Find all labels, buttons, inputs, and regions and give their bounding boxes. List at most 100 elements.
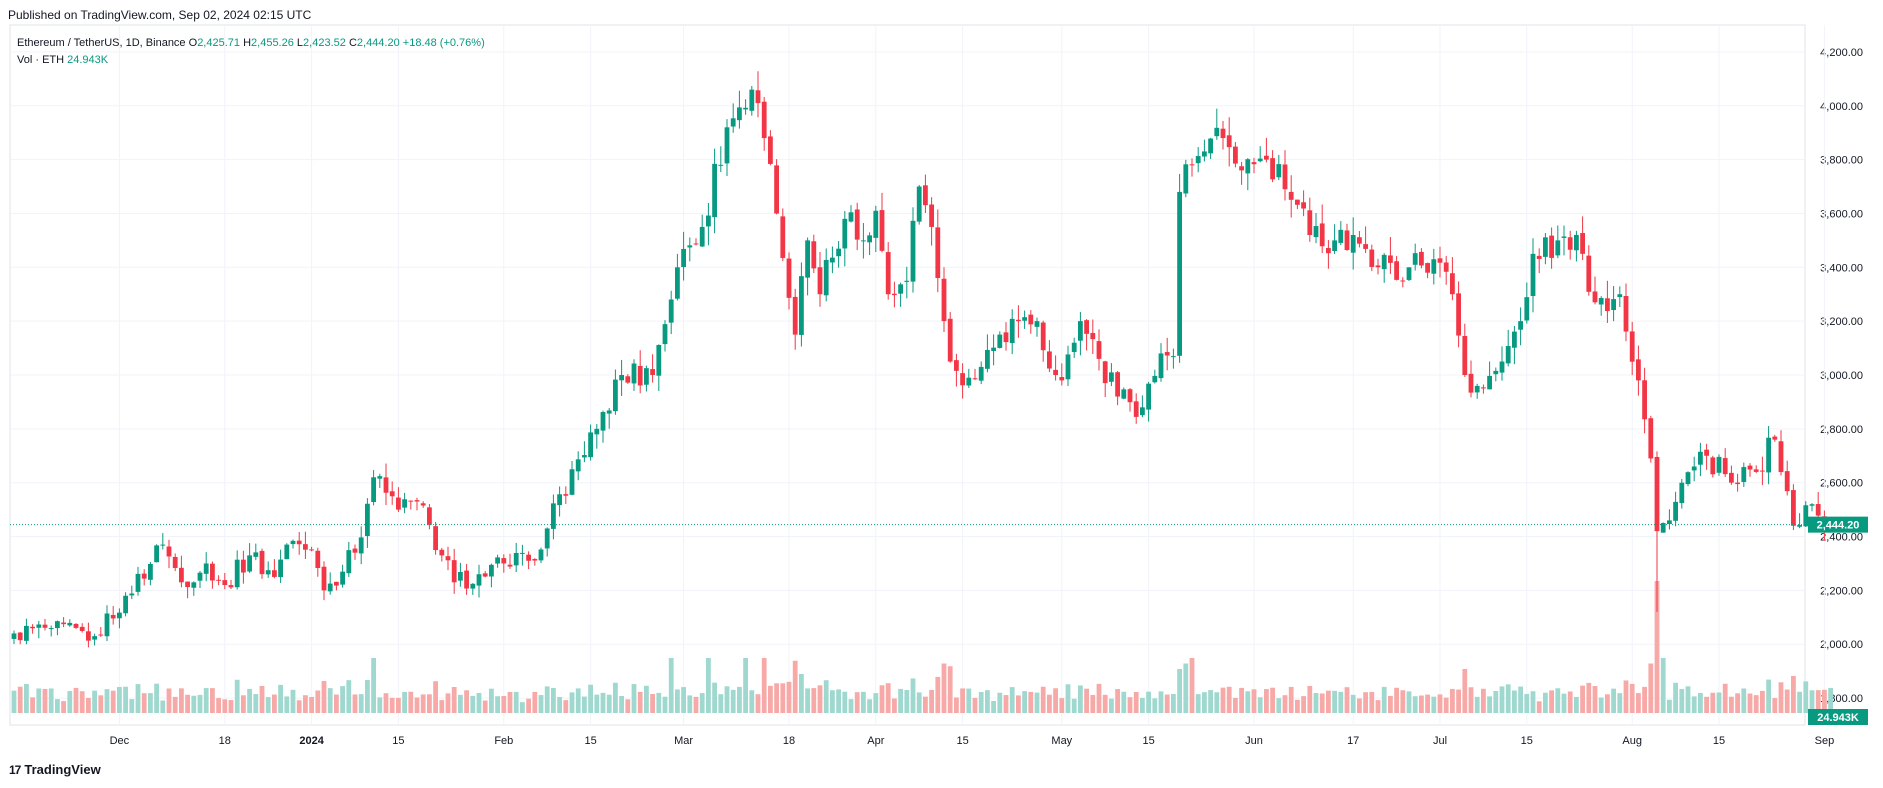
volume-bar <box>532 691 538 713</box>
candle-body <box>1629 331 1635 362</box>
y-tick-label: 2,600.00 <box>1820 478 1863 490</box>
candle-body <box>997 334 1003 348</box>
volume-bar <box>619 695 624 713</box>
volume-bar <box>259 685 265 713</box>
candle-body <box>1251 162 1257 165</box>
candle-body <box>1735 482 1740 485</box>
candle-body <box>910 220 916 282</box>
candle-body <box>569 469 575 495</box>
candle-body <box>1146 383 1151 410</box>
candle-body <box>811 241 817 269</box>
candle-body <box>904 280 910 282</box>
candle-body <box>966 377 972 386</box>
volume-bar <box>1357 698 1362 713</box>
volume-bar <box>1642 686 1647 713</box>
candle-body <box>389 491 395 497</box>
volume-bar <box>1450 688 1455 713</box>
volume-bar <box>1102 694 1108 713</box>
last-price-label: 2,444.20 <box>1817 520 1860 532</box>
candle-body <box>551 503 556 529</box>
candle-body <box>1784 471 1790 492</box>
volume-bar <box>1574 696 1579 713</box>
candle-body <box>1016 319 1021 322</box>
volume-bar <box>1220 687 1226 713</box>
volume-bar <box>712 682 717 713</box>
candle-body <box>631 363 637 384</box>
candle-body <box>730 118 736 127</box>
candle-body <box>1474 385 1480 393</box>
volume-bar <box>538 695 544 713</box>
volume-bar <box>55 699 60 713</box>
volume-bar <box>1499 686 1505 713</box>
volume-bar <box>873 693 879 713</box>
candle-body <box>1121 389 1127 399</box>
volume-bar <box>321 681 327 713</box>
volume-bar <box>272 694 277 713</box>
candle-body <box>1685 472 1691 485</box>
candle-body <box>346 550 352 574</box>
candle-body <box>1760 470 1765 472</box>
volume-bar <box>650 693 655 713</box>
volume-bar <box>1691 696 1697 713</box>
candle-body <box>42 624 48 628</box>
candle-body <box>1059 377 1065 381</box>
volume-bar <box>861 691 866 713</box>
volume-bar <box>811 688 817 713</box>
volume-bar <box>1673 682 1678 713</box>
candle-body <box>594 428 600 435</box>
volume-bar <box>637 691 643 713</box>
volume-bar <box>1555 688 1561 713</box>
volume-bar <box>743 658 748 713</box>
volume-bar <box>761 658 767 713</box>
candle-body <box>334 581 339 586</box>
candle-body <box>135 573 141 592</box>
candle-body <box>1189 164 1195 166</box>
legend-high-value: 2,455.26 <box>251 37 294 49</box>
candle-body <box>1512 331 1517 348</box>
volume-bar <box>1530 691 1536 713</box>
volume-bar <box>836 689 841 713</box>
legend-volume-label[interactable]: Vol · ETH <box>17 54 65 66</box>
candle-body <box>303 544 308 550</box>
volume-bar <box>805 688 810 713</box>
volume-bar <box>1288 686 1294 713</box>
volume-bar <box>501 695 507 713</box>
volume-bar <box>954 697 959 713</box>
volume-bar <box>631 684 637 713</box>
candle-body <box>272 570 277 577</box>
volume-bar <box>1741 688 1747 713</box>
volume-bar <box>489 688 494 713</box>
candle-body <box>1536 255 1542 259</box>
volume-bar <box>792 660 798 713</box>
candle-body <box>1704 449 1709 456</box>
volume-bar <box>110 690 116 713</box>
volume-bar <box>1282 695 1288 713</box>
candle-body <box>1549 235 1554 258</box>
candle-body <box>340 571 345 585</box>
volume-bar <box>1828 687 1833 713</box>
candle-body <box>1493 370 1499 375</box>
candle-body <box>706 215 711 227</box>
candle-body <box>1462 335 1468 375</box>
candle-body <box>737 107 742 121</box>
candle-body <box>985 349 990 369</box>
volume-bar <box>154 683 159 713</box>
volume-bar <box>1009 687 1015 713</box>
x-tick-label: Feb <box>494 735 513 747</box>
candle-body <box>582 455 587 458</box>
volume-bar <box>823 680 829 713</box>
candle-body <box>148 563 153 580</box>
volume-bar <box>352 694 358 713</box>
candle-body <box>1301 202 1306 209</box>
candle-body <box>495 557 500 564</box>
volume-bar <box>247 688 252 713</box>
volume-bar <box>445 693 451 713</box>
volume-bar <box>687 695 693 713</box>
last-volume-label: 24.943K <box>1817 712 1859 724</box>
candle-body <box>1127 389 1133 403</box>
candle-body <box>724 127 730 164</box>
legend-symbol[interactable]: Ethereum / TetherUS, 1D, Binance <box>17 37 186 49</box>
volume-bar <box>1567 691 1573 713</box>
tradingview-footer[interactable]: 17 TradingView <box>9 762 101 777</box>
